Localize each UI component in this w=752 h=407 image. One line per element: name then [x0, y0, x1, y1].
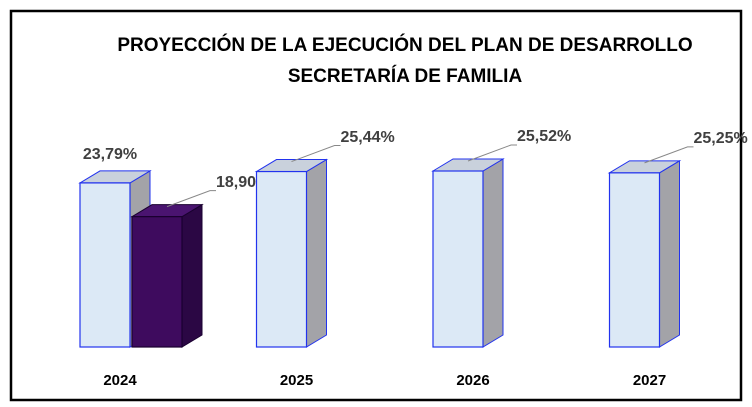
- bar: [432, 170, 484, 348]
- x-tick-label: 2025: [280, 372, 313, 389]
- x-tick-label: 2024: [103, 372, 137, 389]
- bar: [131, 216, 183, 348]
- x-tick-label: 2027: [633, 372, 666, 389]
- leader-line: [644, 146, 694, 164]
- bar-side: [181, 203, 203, 348]
- leader-line: [291, 145, 341, 163]
- data-label: 25,52%: [517, 128, 571, 145]
- bar: [79, 182, 131, 348]
- leader-line: [467, 144, 517, 162]
- data-label: 25,44%: [341, 129, 395, 146]
- chart-subtitle: SECRETARÍA DE FAMILIA: [288, 65, 523, 87]
- x-tick-label: 2026: [456, 372, 489, 389]
- chart-title: PROYECCIÓN DE LA EJECUCIÓN DEL PLAN DE D…: [117, 34, 692, 56]
- bar-side: [659, 159, 680, 348]
- leader-line: [166, 190, 216, 208]
- data-label: 25,25%: [694, 130, 748, 147]
- data-label: 23,79%: [83, 146, 137, 163]
- bar-side: [306, 158, 327, 348]
- bar: [255, 170, 308, 348]
- bar: [608, 172, 661, 348]
- bar-side: [482, 158, 504, 348]
